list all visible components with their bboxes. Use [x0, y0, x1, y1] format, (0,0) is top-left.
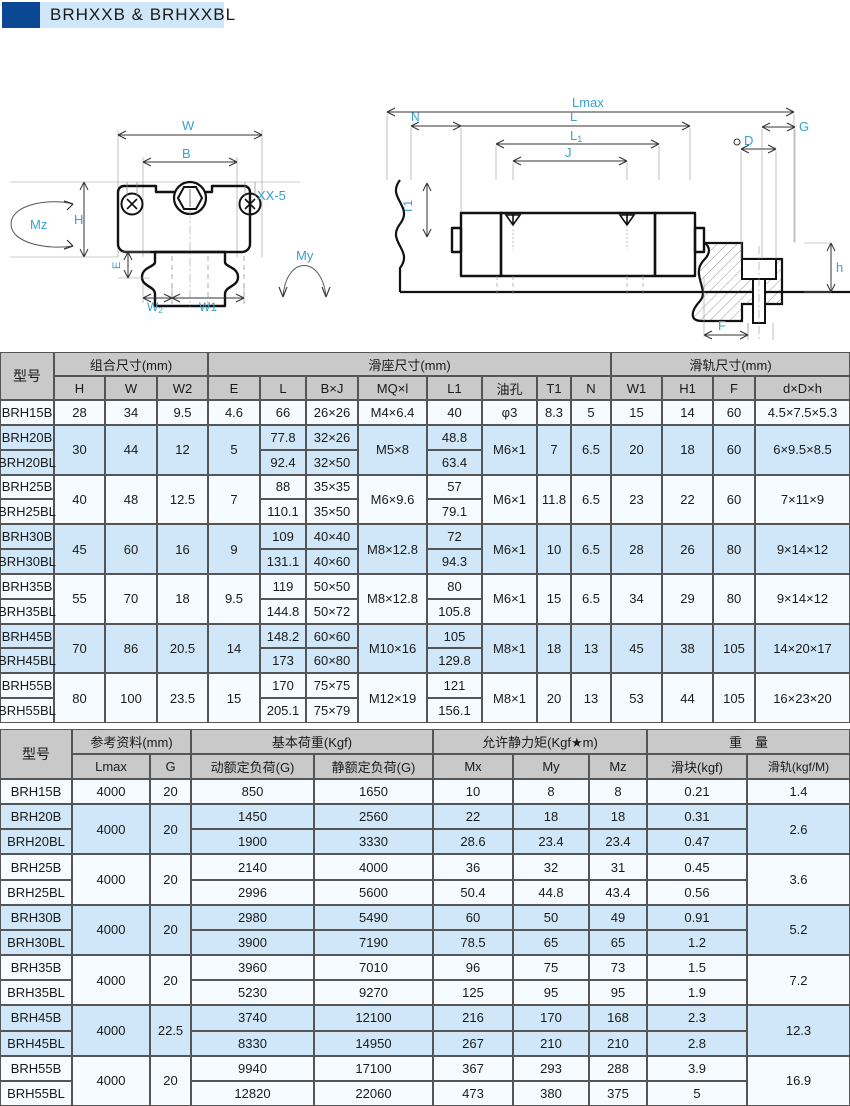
- svg-text:W: W: [182, 118, 195, 133]
- svg-text:E: E: [111, 262, 123, 269]
- svg-text:B: B: [182, 146, 191, 161]
- svg-text:F: F: [718, 318, 726, 333]
- svg-text:L1: L1: [570, 128, 582, 144]
- svg-text:Mz: Mz: [30, 217, 47, 232]
- svg-text:W1: W1: [199, 300, 217, 314]
- svg-text:D: D: [744, 133, 753, 148]
- svg-text:Lmax: Lmax: [572, 95, 604, 110]
- svg-text:L: L: [570, 109, 577, 124]
- svg-text:h: h: [836, 260, 843, 275]
- svg-text:H: H: [74, 212, 83, 227]
- svg-text:J: J: [565, 145, 572, 160]
- svg-text:XX-5: XX-5: [257, 188, 286, 203]
- svg-text:W2: W2: [147, 300, 163, 315]
- svg-text:My: My: [296, 248, 314, 263]
- svg-text:G: G: [799, 119, 809, 134]
- svg-text:N: N: [411, 110, 420, 124]
